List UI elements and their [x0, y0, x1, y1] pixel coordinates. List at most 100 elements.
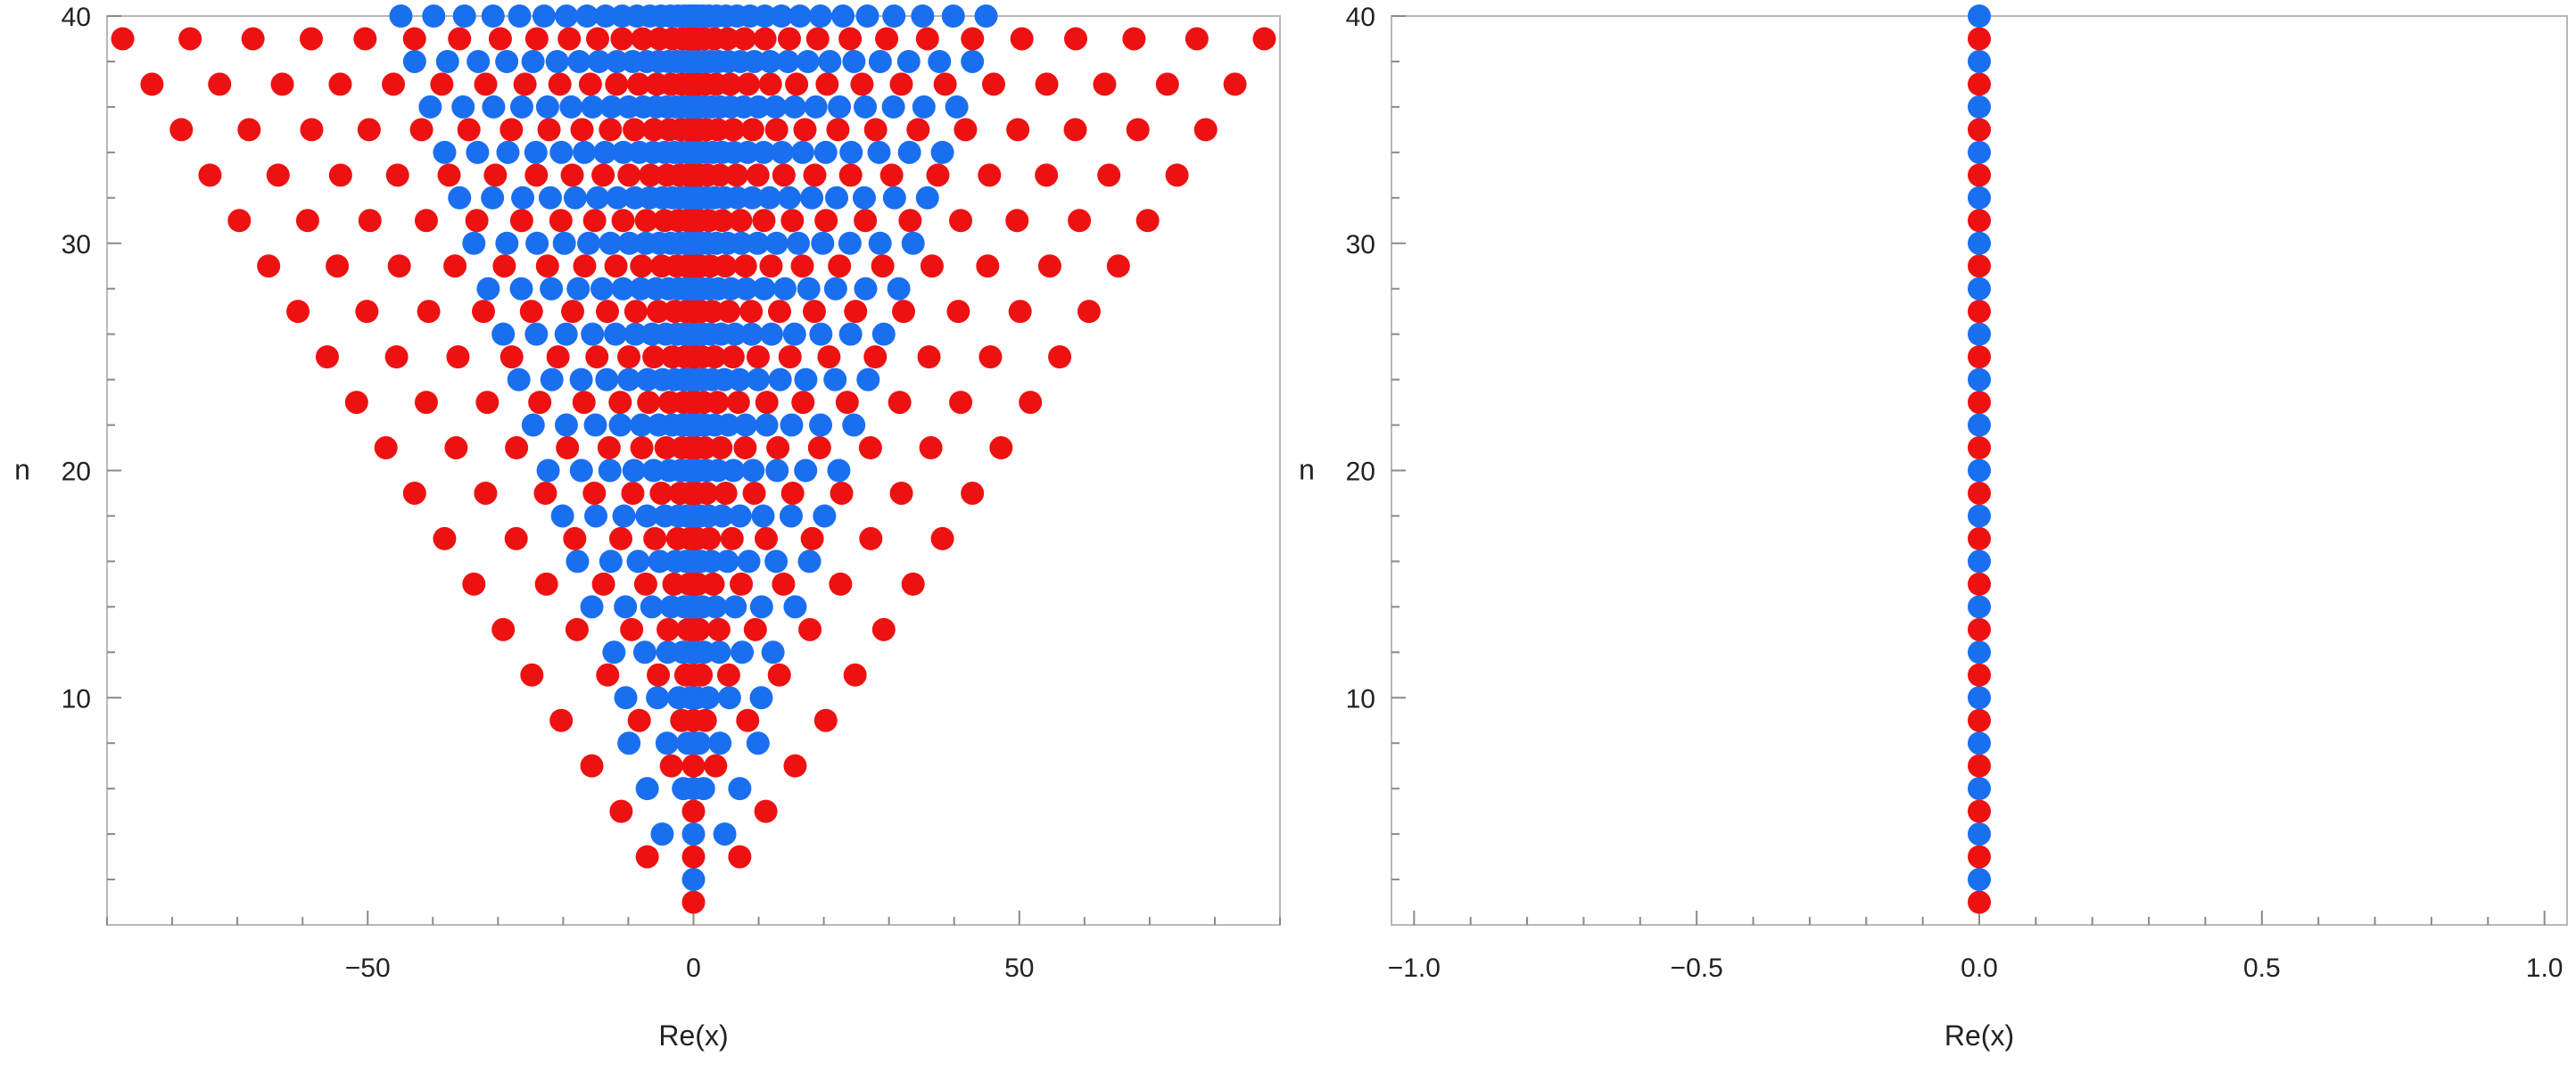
right-scatter-panel: −1.0 −0.5 0.0 0.5 1.0 10 20 30 40 Re(x) n: [1299, 3, 2568, 1052]
root-point: [577, 231, 601, 255]
root-point: [693, 708, 717, 732]
root-point: [1005, 209, 1029, 233]
root-point: [595, 300, 619, 324]
root-point: [560, 163, 584, 187]
root-point: [681, 890, 706, 914]
root-point: [708, 163, 732, 187]
root-point: [414, 391, 438, 415]
root-point: [374, 436, 398, 460]
root-point: [550, 504, 574, 528]
root-point: [648, 27, 672, 51]
root-point: [796, 49, 820, 73]
root-point: [767, 663, 791, 687]
root-point: [511, 186, 535, 210]
root-point: [882, 4, 906, 28]
root-point: [466, 49, 491, 73]
root-point: [746, 345, 770, 369]
root-point: [573, 140, 597, 164]
root-point: [759, 254, 783, 278]
root-point: [722, 458, 746, 483]
root-point: [631, 27, 655, 51]
root-point: [623, 186, 647, 210]
root-point: [198, 163, 222, 187]
x-tick-label: 1.0: [2526, 953, 2564, 983]
root-point: [915, 186, 939, 210]
root-point: [1968, 322, 1991, 346]
root-point: [854, 209, 878, 233]
root-point: [457, 118, 481, 142]
root-point: [1968, 49, 1991, 73]
root-point: [640, 595, 664, 619]
root-point: [643, 526, 667, 550]
root-point: [724, 163, 748, 187]
root-point: [422, 4, 446, 28]
root-point: [681, 754, 706, 778]
root-point: [747, 95, 771, 119]
root-point: [241, 27, 265, 51]
root-point: [1008, 300, 1032, 324]
root-point: [559, 95, 583, 119]
root-point: [1968, 868, 1991, 892]
root-point: [739, 300, 764, 324]
root-point: [981, 72, 1005, 96]
root-point: [664, 549, 688, 574]
root-point: [714, 481, 738, 505]
root-point: [315, 345, 339, 369]
y-tick-label: 40: [1346, 3, 1375, 32]
root-point: [649, 481, 673, 505]
root-point: [537, 118, 561, 142]
root-point: [627, 140, 651, 164]
root-point: [623, 322, 648, 346]
root-point: [734, 277, 758, 301]
root-point: [815, 72, 839, 96]
root-point: [443, 254, 467, 278]
root-point: [776, 49, 800, 73]
root-point: [666, 686, 690, 710]
root-point: [1968, 140, 1991, 164]
root-point: [626, 549, 650, 574]
root-point: [926, 163, 950, 187]
root-point: [580, 754, 604, 778]
root-point: [657, 391, 681, 415]
root-point: [755, 391, 779, 415]
root-point: [707, 640, 731, 664]
root-point: [481, 186, 505, 210]
root-point: [655, 163, 679, 187]
root-point: [752, 277, 776, 301]
y-tick-label: 10: [1346, 684, 1375, 714]
root-point: [446, 345, 470, 369]
root-point: [754, 526, 778, 550]
root-point: [695, 481, 719, 505]
root-point: [492, 254, 516, 278]
root-point: [728, 845, 752, 869]
root-point: [782, 95, 806, 119]
root-point: [764, 118, 788, 142]
root-point: [798, 617, 822, 641]
root-point: [540, 277, 564, 301]
root-point: [620, 617, 644, 641]
root-point: [746, 231, 770, 255]
root-point: [654, 436, 678, 460]
root-point: [941, 4, 965, 28]
root-point: [1063, 118, 1087, 142]
root-point: [1968, 186, 1991, 210]
root-point: [344, 391, 368, 415]
root-point: [879, 163, 904, 187]
root-point: [704, 595, 728, 619]
root-point: [448, 186, 472, 210]
root-point: [622, 458, 646, 483]
x-tick-label: −0.5: [1671, 953, 1723, 983]
root-point: [389, 4, 413, 28]
root-point: [662, 572, 686, 596]
root-point: [227, 209, 252, 233]
root-point: [898, 209, 922, 233]
root-point: [435, 49, 459, 73]
root-point: [578, 72, 602, 96]
root-point: [599, 231, 623, 255]
root-point: [627, 708, 651, 732]
root-point: [504, 526, 528, 550]
root-point: [743, 617, 767, 641]
root-point: [524, 163, 549, 187]
root-point: [721, 345, 745, 369]
root-point: [1968, 436, 1991, 460]
